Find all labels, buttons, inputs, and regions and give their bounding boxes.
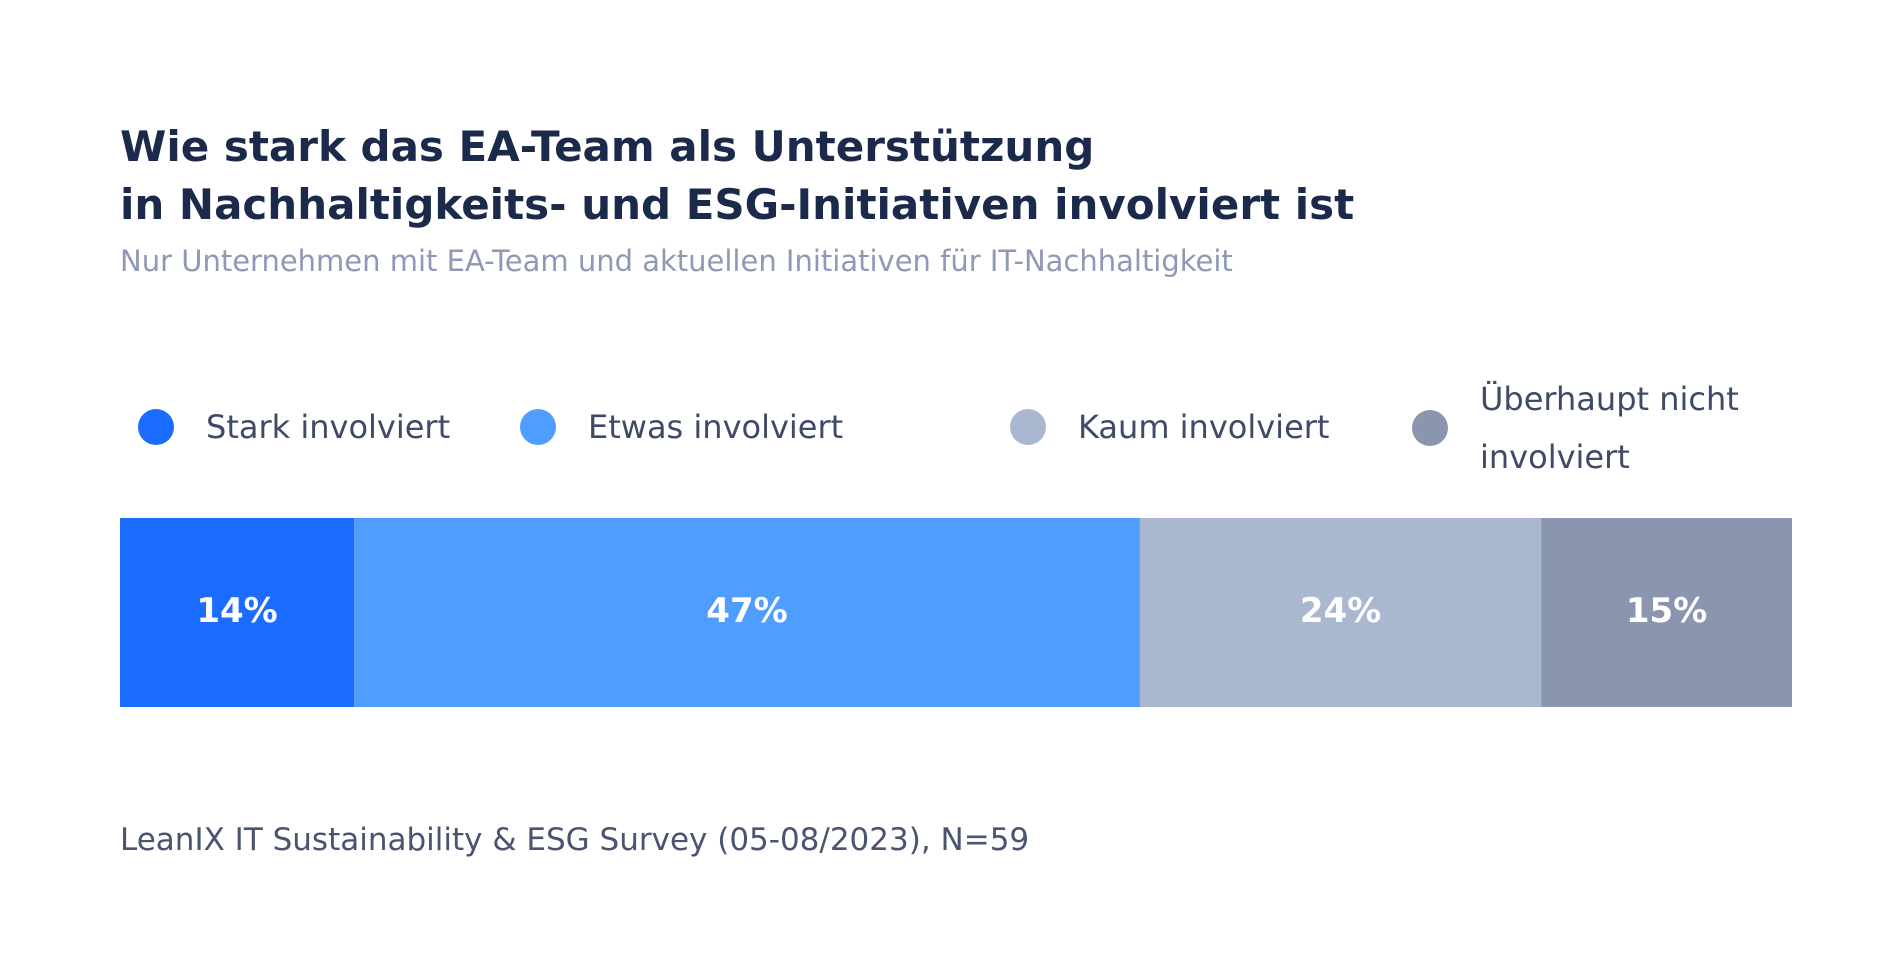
legend-item: Überhaupt nicht involviert — [1412, 370, 1742, 486]
source-note: LeanIX IT Sustainability & ESG Survey (0… — [120, 822, 1030, 858]
bar-segment — [1541, 518, 1792, 707]
legend-swatch — [1010, 409, 1046, 445]
value-label: 47% — [706, 591, 787, 631]
legend-item: Etwas involviert — [520, 398, 920, 456]
bar-segment — [120, 518, 355, 707]
legend-label: Stark involviert — [206, 408, 451, 446]
title-line: in Nachhaltigkeits- und ESG-Initiativen … — [120, 180, 1355, 229]
legend-item: Stark involviert — [138, 398, 498, 456]
chart-subtitle: Nur Unternehmen mit EA-Team und aktuelle… — [120, 244, 1233, 278]
chart-title: Wie stark das EA-Team als Unterstützung … — [120, 118, 1354, 234]
bar-segment — [1139, 518, 1542, 707]
bar-segment — [354, 518, 1140, 707]
legend-swatch — [138, 409, 174, 445]
legend-label: Kaum involviert — [1078, 408, 1330, 446]
value-label: 14% — [196, 591, 277, 631]
value-label: 15% — [1626, 591, 1707, 631]
legend-label: Etwas involviert — [588, 408, 844, 446]
title-line: Wie stark das EA-Team als Unterstützung — [120, 122, 1095, 171]
legend-label: Überhaupt nicht involviert — [1480, 380, 1739, 476]
legend-item: Kaum involviert — [1010, 398, 1390, 456]
legend-swatch — [520, 409, 556, 445]
value-label: 24% — [1300, 591, 1381, 631]
legend-swatch — [1412, 410, 1448, 446]
